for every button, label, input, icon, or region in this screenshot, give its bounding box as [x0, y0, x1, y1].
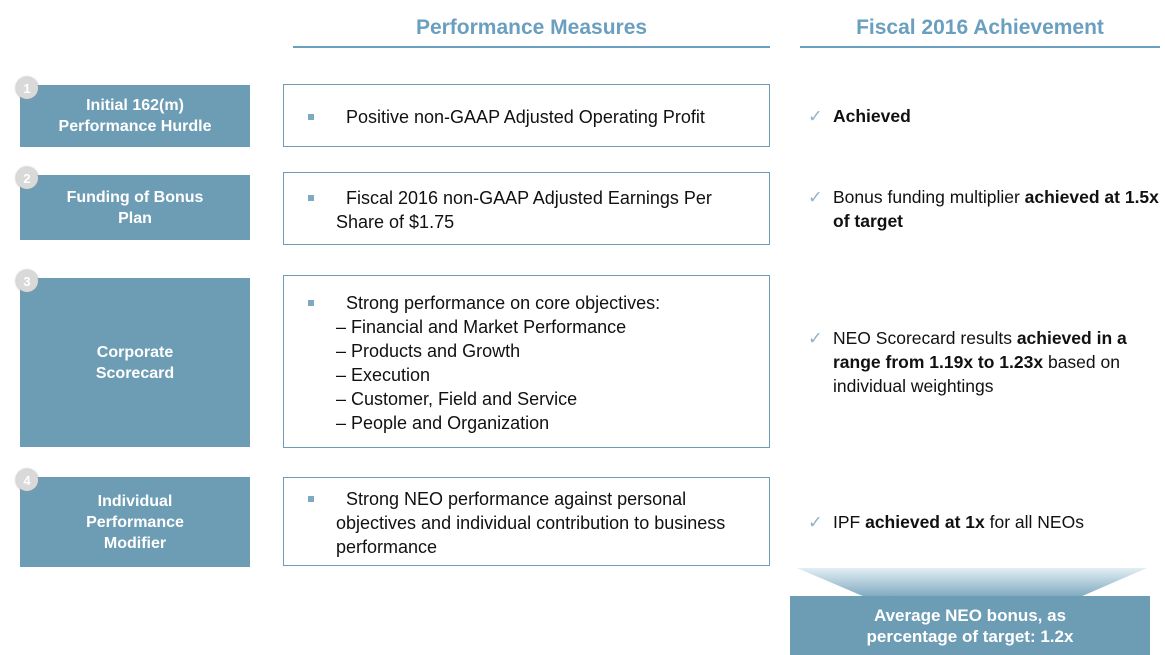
label-line: Corporate [96, 343, 174, 361]
achievement: ✓ Bonus funding multiplier achieved at 1.… [808, 172, 1165, 245]
achievement-part: based on individual weightings [833, 351, 1120, 396]
label-line: Individual [97, 492, 173, 510]
achievement-header: Fiscal 2016 Achievement [800, 16, 1160, 48]
measures-header: Performance Measures [293, 16, 770, 48]
measure-box: Strong performance on core objectives: – … [283, 275, 770, 448]
label-line: Plan [118, 209, 152, 227]
measure-text: Fiscal 2016 non-GAAP Adjusted Earnings P… [308, 186, 739, 234]
check-mark: ✓ [808, 186, 823, 207]
measure-sub-item: – Execution [336, 364, 431, 385]
achievement-part: NEO Scorecard results [833, 327, 1017, 348]
achievement-part: Bonus funding multiplier [833, 186, 1025, 207]
achievement-part: achieved at 1x [865, 511, 985, 532]
measure-sub-item: – Customer, Field and Service [336, 388, 578, 409]
measure-text: Positive non-GAAP Adjusted Operating Pro… [308, 105, 739, 129]
measure-text: Strong NEO performance against personal … [308, 487, 739, 559]
achievement: ✓ IPF achieved at 1x for all NEOs [808, 477, 1165, 566]
achievement: ✓ NEO Scorecard results achieved in a ran… [808, 275, 1165, 448]
row-number: 2 [16, 167, 38, 189]
result-box: Average NEO bonus, as percentage of targ… [790, 596, 1150, 655]
row-number: 4 [16, 469, 38, 491]
achievement: ✓ Achieved [808, 84, 1165, 147]
check-mark: ✓ [808, 511, 823, 532]
achievement-part: achieved in a range from 1.19x to 1.23x [833, 327, 1127, 372]
label-line: Funding of Bonus [66, 188, 204, 206]
label-line: Initial 162(m) [86, 97, 184, 114]
achievement-part: Achieved [833, 105, 911, 126]
check-mark: ✓ [808, 105, 823, 126]
row-label: Initial 162(m) Performance Hurdle [20, 85, 250, 147]
measure-sub-item: – Financial and Market Performance [336, 316, 627, 337]
row-label: Funding of Bonus Plan [20, 175, 250, 240]
measure-text: Strong performance on core objectives: [308, 291, 739, 315]
achievement-text: ✓ Achieved [808, 104, 911, 128]
check-mark: ✓ [808, 327, 823, 348]
measure-box: Fiscal 2016 non-GAAP Adjusted Earnings P… [283, 172, 770, 245]
achievement-part: for all NEOs [984, 511, 1084, 532]
achievement-text: ✓ NEO Scorecard results achieved in a ran… [808, 326, 1165, 398]
row-label: Corporate Scorecard [20, 278, 250, 447]
achievement-text: ✓ Bonus funding multiplier achieved at 1.… [808, 185, 1165, 233]
row-label: Individual Performance Modifier [20, 477, 250, 567]
label-line: Scorecard [95, 364, 175, 382]
row-number: 3 [16, 270, 38, 292]
label-line: Performance [86, 513, 184, 531]
label-line: Performance Hurdle [58, 118, 212, 135]
row-number: 1 [16, 77, 38, 99]
arrow [797, 568, 1147, 597]
achievement-text: ✓ IPF achieved at 1x for all NEOs [808, 510, 1084, 534]
achievement-part: achieved at 1.5x of target [833, 186, 1159, 231]
measure-box: Positive non-GAAP Adjusted Operating Pro… [283, 84, 770, 147]
measure-box: Strong NEO performance against personal … [283, 477, 770, 566]
measure-sub-item: – Products and Growth [336, 340, 521, 361]
achievement-part: IPF [833, 511, 866, 532]
measure-sub-item: – People and Organization [336, 412, 550, 433]
label-line: Modifier [103, 534, 167, 552]
